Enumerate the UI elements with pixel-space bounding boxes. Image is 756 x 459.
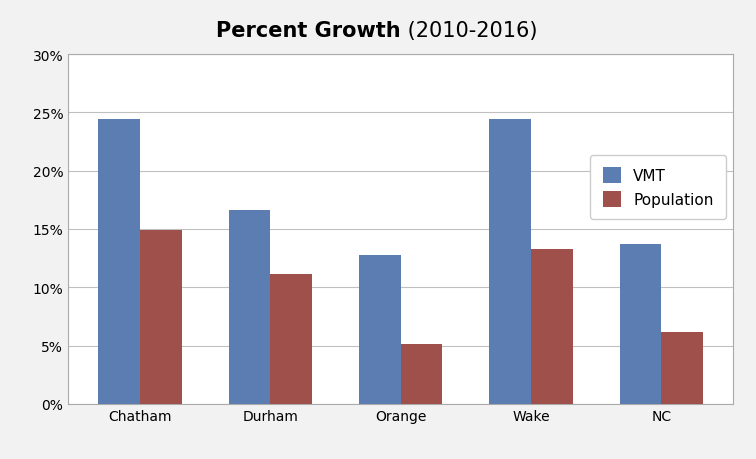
Bar <box>359 255 401 404</box>
Text: (2010-2016): (2010-2016) <box>401 21 538 41</box>
Bar <box>98 120 140 404</box>
Bar <box>531 249 573 404</box>
Bar <box>140 231 181 404</box>
Bar <box>489 120 531 404</box>
Text: Percent Growth: Percent Growth <box>216 21 401 41</box>
Bar <box>271 275 312 404</box>
Bar <box>228 211 271 404</box>
Bar <box>662 332 703 404</box>
Bar <box>401 345 442 404</box>
Bar <box>620 245 662 404</box>
Legend: VMT, Population: VMT, Population <box>590 156 726 219</box>
